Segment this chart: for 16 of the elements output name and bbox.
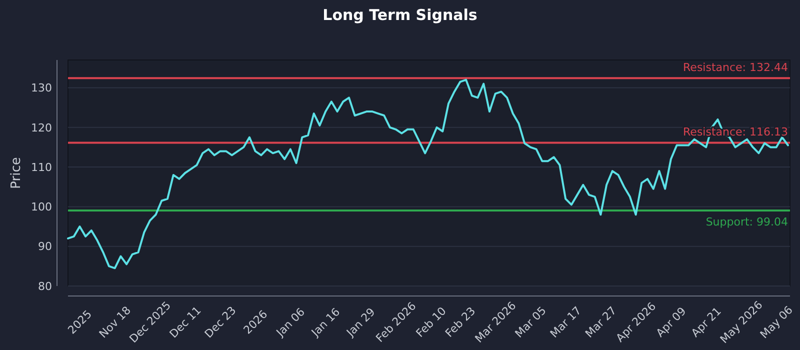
y-tick-label: 100 bbox=[31, 200, 52, 214]
ref-line-label: Resistance: 132.44 bbox=[683, 61, 788, 74]
x-tick-label: Apr 09 bbox=[654, 304, 689, 340]
y-tick-label: 90 bbox=[38, 240, 52, 254]
y-tick-label: 110 bbox=[31, 160, 52, 174]
y-tick-label: 120 bbox=[31, 121, 52, 134]
x-tick-label: Jan 16 bbox=[308, 305, 343, 340]
x-tick-label: Mar 17 bbox=[548, 304, 584, 340]
line-series bbox=[67, 78, 789, 270]
y-tick-label: 130 bbox=[31, 82, 52, 95]
x-tick-label: Dec 23 bbox=[202, 304, 239, 341]
chart-title: Long Term Signals bbox=[322, 6, 478, 24]
x-tick-label: Jan 06 bbox=[273, 305, 308, 340]
y-axis-title: Price bbox=[9, 157, 24, 189]
y-tick-label: 80 bbox=[38, 280, 52, 293]
ref-line-label: Support: 99.04 bbox=[706, 216, 788, 229]
